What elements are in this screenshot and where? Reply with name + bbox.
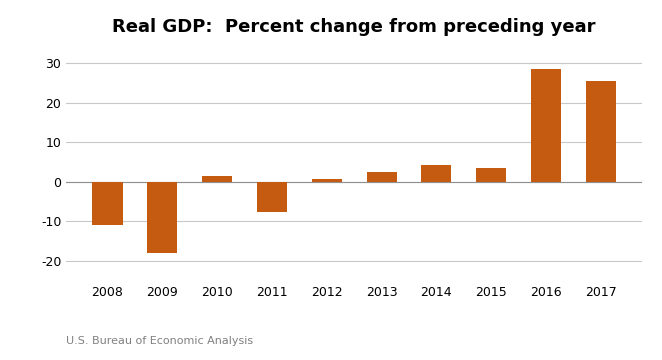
Bar: [257, 182, 287, 211]
Bar: [367, 172, 397, 182]
Text: U.S. Bureau of Economic Analysis: U.S. Bureau of Economic Analysis: [66, 336, 254, 346]
Bar: [586, 81, 616, 182]
Bar: [202, 176, 232, 182]
Bar: [476, 168, 506, 182]
Bar: [421, 165, 451, 182]
Bar: [531, 69, 561, 182]
Bar: [147, 182, 177, 253]
Title: Real GDP:  Percent change from preceding year: Real GDP: Percent change from preceding …: [113, 18, 596, 36]
Bar: [312, 179, 342, 182]
Bar: [93, 182, 122, 225]
